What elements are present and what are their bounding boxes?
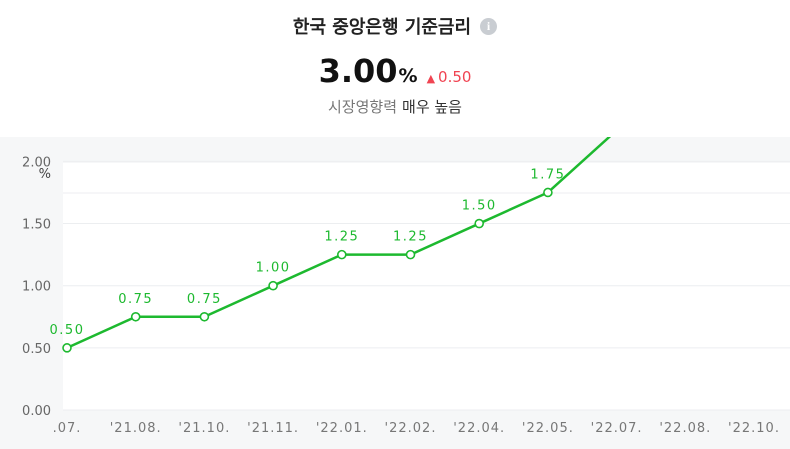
data-label: 1.00 <box>256 261 291 276</box>
x-tick-label: '22.07. <box>591 421 643 436</box>
x-tick-label: '21.10. <box>178 421 230 436</box>
market-impact-level: 매우 높음 <box>402 98 462 116</box>
market-impact: 시장영향력 매우 높음 <box>0 96 790 117</box>
x-tick-label: '21.11. <box>247 421 299 436</box>
data-point <box>62 343 72 353</box>
info-icon[interactable]: i <box>480 17 498 35</box>
data-label: 0.75 <box>187 292 222 307</box>
data-label: 0.50 <box>50 323 85 338</box>
x-tick-label: '22.01. <box>316 421 368 436</box>
plot-background <box>63 163 790 410</box>
market-impact-label: 시장영향력 <box>328 98 398 116</box>
y-tick-label: 0.50 <box>22 342 51 357</box>
x-tick-label: '21.08. <box>110 421 162 436</box>
data-label: 1.25 <box>324 230 359 245</box>
data-label: 1.25 <box>393 230 428 245</box>
rate-unit: % <box>398 65 418 87</box>
data-point <box>405 249 416 260</box>
rate-value-row: 3.00 % ▲ 0.50 <box>0 52 790 90</box>
y-tick-label: 2.00 <box>22 155 51 170</box>
y-tick-label: 1.50 <box>22 218 51 233</box>
data-label: 1.50 <box>462 199 497 214</box>
x-tick-label: '22.10. <box>728 421 780 436</box>
rate-change-value: 0.50 <box>438 68 472 86</box>
data-point <box>268 280 278 291</box>
x-tick-label: '22.04. <box>453 421 505 436</box>
data-label: 0.75 <box>118 292 153 307</box>
rate-header: 한국 중앙은행 기준금리 i 3.00 % ▲ 0.50 시장영향력 매우 높음 <box>0 0 790 137</box>
rate-value: 3.00 <box>318 52 398 90</box>
data-point <box>474 218 485 229</box>
rate-change: ▲ 0.50 <box>427 68 472 86</box>
data-point <box>336 249 347 260</box>
rate-line-chart: 0.000.501.001.502.002.503.00%.07.'21.08.… <box>22 137 790 436</box>
triangle-up-icon: ▲ <box>426 72 436 85</box>
data-point <box>130 311 141 322</box>
x-tick-label: '22.08. <box>659 421 711 436</box>
x-tick-label: '22.02. <box>385 421 437 436</box>
title-row: 한국 중앙은행 기준금리 i <box>0 13 790 39</box>
x-tick-label: '22.05. <box>522 421 574 436</box>
y-tick-label: 0.00 <box>22 404 51 419</box>
page-title: 한국 중앙은행 기준금리 <box>292 17 472 38</box>
y-axis-unit: % <box>39 167 51 182</box>
y-tick-label: 1.00 <box>22 280 51 295</box>
data-point <box>199 311 210 322</box>
x-tick-label: .07. <box>53 421 82 436</box>
data-point <box>543 187 553 198</box>
rate-chart: 0.000.501.001.502.002.503.00%.07.'21.08.… <box>0 137 790 449</box>
data-label: 1.75 <box>530 167 565 182</box>
